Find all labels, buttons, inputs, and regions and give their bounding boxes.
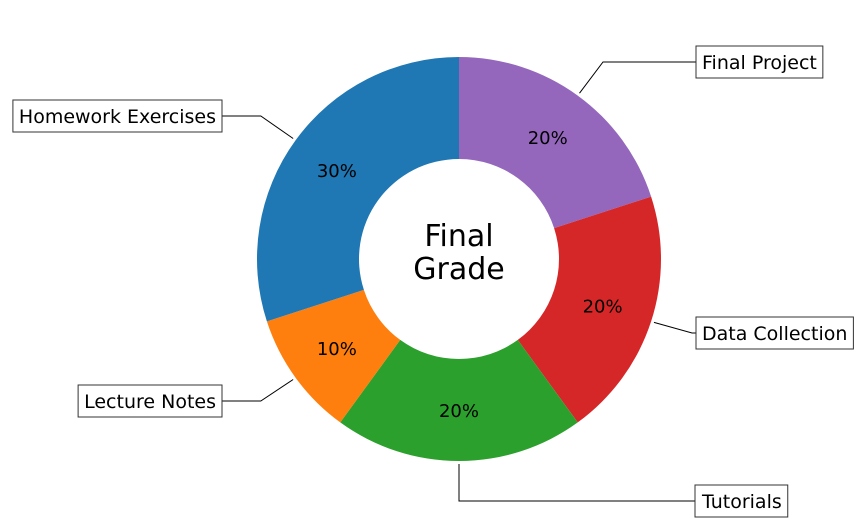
leader-line-data-collection (653, 321, 696, 334)
percent-labels-group: 20% 20% 20% 10% 30% (317, 128, 623, 422)
slice-label-box (12, 99, 223, 133)
percent-label-final-project: 20% (528, 128, 568, 149)
leader-lines-group (222, 61, 696, 502)
leader-line-lecture-notes (222, 379, 294, 402)
slices-group (257, 57, 661, 462)
percent-label-data-collection: 20% (583, 297, 623, 318)
leader-line-homework-exercises (222, 115, 294, 139)
leader-line-tutorials (458, 464, 696, 502)
slice-label-text: Data Collection (702, 323, 847, 345)
percent-label-lecture-notes: 10% (317, 339, 357, 360)
slice-label-box (694, 484, 789, 518)
center-title-line-1: Final (424, 219, 493, 254)
slice-tutorials (340, 339, 578, 462)
center-title-line-2: Grade (413, 252, 504, 287)
leader-line-final-project (579, 61, 696, 94)
slice-lecture-notes (266, 289, 401, 423)
slice-label-data-collection: Data Collection (695, 316, 854, 350)
slice-label-text: Lecture Notes (84, 391, 216, 413)
percent-label-tutorials: 20% (439, 401, 479, 422)
slice-label-final-project: Final Project (695, 45, 824, 79)
slice-homework-exercises (257, 57, 459, 322)
slice-label-text: Tutorials (701, 491, 782, 513)
slice-labels-group: Final Project Data Collection Tutorials Lec… (12, 45, 854, 518)
slice-label-box (695, 316, 854, 350)
slice-final-project (459, 57, 652, 229)
percent-label-homework-exercises: 30% (317, 161, 357, 182)
slice-label-tutorials: Tutorials (694, 484, 789, 518)
slice-label-homework-exercises: Homework Exercises (12, 99, 223, 133)
slice-data-collection (517, 196, 661, 423)
slice-label-box (695, 45, 824, 79)
slice-label-box (77, 384, 223, 418)
slice-label-text: Final Project (702, 52, 817, 74)
slice-label-text: Homework Exercises (19, 106, 216, 128)
slice-label-lecture-notes: Lecture Notes (77, 384, 223, 418)
